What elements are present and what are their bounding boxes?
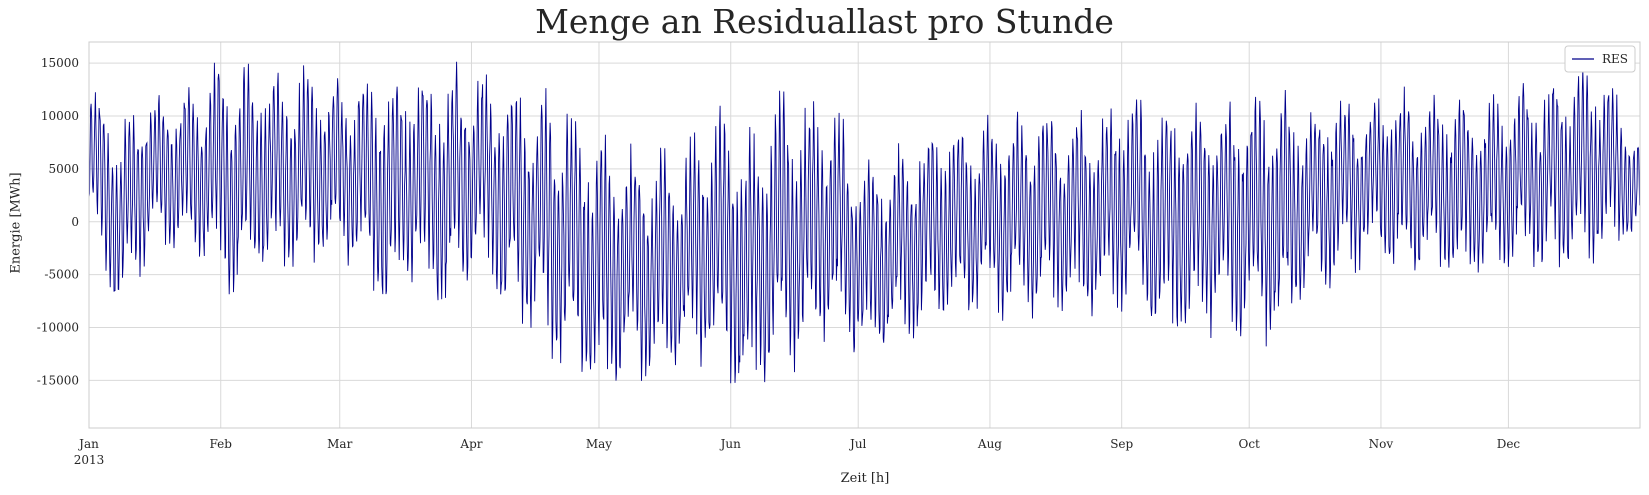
- x-tick-label: Jul: [848, 437, 867, 451]
- y-tick-label: -5000: [44, 268, 79, 282]
- y-tick-label: 15000: [41, 56, 79, 70]
- x-tick-label: Apr: [459, 437, 482, 451]
- x-tick-label: Mar: [327, 437, 352, 451]
- y-tick-label: -10000: [37, 321, 79, 335]
- x-tick-year-label: 2013: [74, 453, 105, 467]
- legend: RES: [1564, 45, 1636, 73]
- plot-frame: [88, 41, 1641, 429]
- y-tick-label: 10000: [41, 109, 79, 123]
- x-tick-label: Jan: [77, 437, 99, 451]
- x-tick-label: Dec: [1497, 437, 1521, 451]
- chart-title: Menge an Residuallast pro Stunde: [535, 2, 1114, 41]
- x-axis-label: Zeit [h]: [840, 471, 890, 486]
- x-tick-label: Oct: [1239, 437, 1261, 451]
- grid-layer: [88, 42, 1640, 428]
- y-tick-label: 5000: [48, 162, 79, 176]
- tick-layer: 15000 10000 5000 0 -5000 -10000 -15000 Jan Feb Ma…: [37, 56, 1521, 467]
- x-tick-label: Feb: [210, 437, 233, 451]
- series-layer: [88, 61, 1641, 384]
- x-tick-label: Aug: [977, 437, 1002, 451]
- legend-box: [1564, 45, 1636, 73]
- series-line-res: [88, 61, 1641, 384]
- y-tick-label: 0: [71, 215, 79, 229]
- x-tick-label: May: [586, 437, 612, 451]
- x-tick-label: Sep: [1110, 437, 1133, 451]
- y-tick-label: -15000: [37, 373, 79, 387]
- x-tick-label: Nov: [1369, 437, 1394, 451]
- legend-label-res: RES: [1602, 52, 1628, 66]
- x-tick-label: Jun: [719, 437, 742, 451]
